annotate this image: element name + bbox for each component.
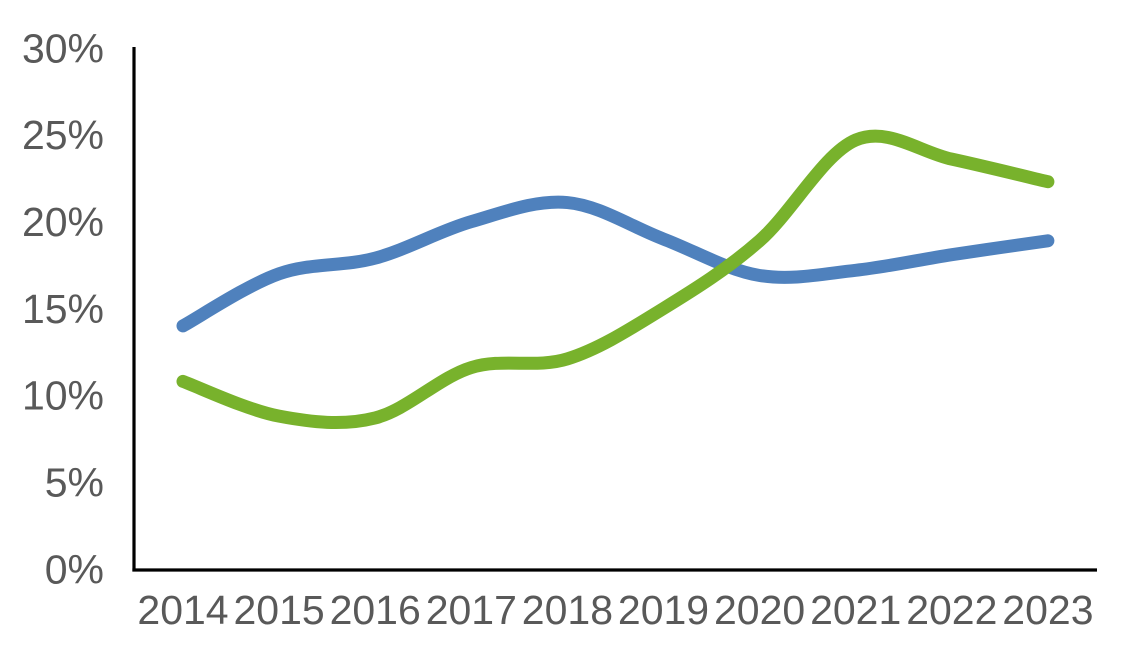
y-axis-tick-label: 15%: [22, 286, 104, 332]
x-axis-tick-label: 2020: [714, 587, 805, 633]
x-axis-tick-label: 2016: [330, 587, 421, 633]
y-axis-tick-label: 20%: [22, 199, 104, 245]
y-axis-tick-label: 0%: [45, 546, 104, 592]
x-axis-tick-label: 2021: [810, 587, 901, 633]
blue-series-line: [176, 195, 1055, 333]
x-axis-tick-label: 2023: [1002, 587, 1093, 633]
y-axis-tick-label: 5%: [45, 460, 104, 506]
x-axis-tick-label: 2018: [522, 587, 613, 633]
y-axis-tick-label: 30%: [22, 25, 104, 71]
y-axis-tick-label: 10%: [22, 373, 104, 419]
x-axis-tick-label: 2022: [906, 587, 997, 633]
x-axis-tick-label: 2017: [426, 587, 517, 633]
x-axis-tick-label: 2014: [137, 587, 228, 633]
green-series-line: [176, 129, 1055, 430]
x-axis-tick-label: 2015: [233, 587, 324, 633]
x-axis-tick-label: 2019: [618, 587, 709, 633]
y-axis-tick-label: 25%: [22, 112, 104, 158]
